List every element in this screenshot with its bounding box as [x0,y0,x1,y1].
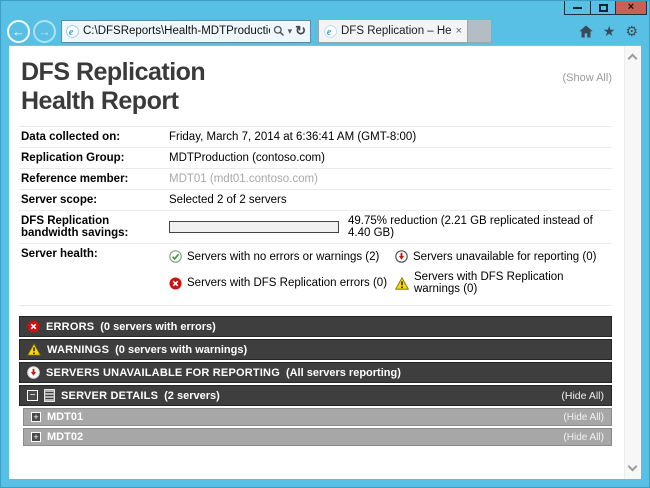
forward-button[interactable]: → [33,19,56,43]
server-name: MDT02 [47,431,84,443]
field-row-replication-group: Replication Group: MDTProduction (contos… [19,147,612,168]
health-item-warnings: Servers with DFS Replication warnings (0… [395,271,612,295]
close-icon: × [627,1,635,13]
page-content: DFS Replication Health Report (Show All)… [9,45,641,479]
field-row-bandwidth-savings: DFS Replication bandwidth savings: 49.75… [19,210,612,243]
field-label: Replication Group: [21,152,125,164]
hide-all-link[interactable]: (Hide All) [561,389,604,402]
bandwidth-summary: 49.75% reduction (2.21 GB replicated ins… [348,215,593,239]
tab-dfs-replication-report[interactable]: e DFS Replication – Health Re... × [318,19,468,43]
vertical-scrollbar[interactable] [624,46,641,479]
server-health-grid: Servers with no errors or warnings (2) S… [169,248,612,301]
settings-gear-icon[interactable]: ⚙ [625,23,638,39]
field-value: MDT01 (mdt01.contoso.com) [169,173,318,185]
health-item-text: Servers with DFS Replication errors (0) [187,277,388,289]
bandwidth-value: 49.75% reduction (2.21 GB replicated ins… [169,215,612,239]
section-title: SERVERS UNAVAILABLE FOR REPORTING [46,366,280,379]
hide-all-link[interactable]: (Hide All) [563,431,604,443]
expand-toggle-icon[interactable]: + [31,432,41,442]
show-all-link[interactable]: (Show All) [562,72,612,84]
new-tab-button[interactable] [468,19,492,43]
ie-tab-icon: e [324,24,337,38]
report-body: DFS Replication Health Report (Show All)… [9,46,624,479]
collapse-toggle-icon[interactable]: − [27,390,38,401]
field-label: Server health: [21,248,98,260]
ie-page-icon: e [66,24,79,38]
health-item-text: Servers unavailable for reporting (0) [413,250,597,263]
home-icon[interactable] [579,25,593,38]
forward-arrow-icon: → [38,23,51,39]
warning-icon [27,343,41,356]
back-arrow-icon: ← [12,23,25,39]
section-detail: (All servers reporting) [285,366,401,379]
health-item-text: Servers with no errors or warnings (2) [187,250,380,263]
server-icon [44,389,55,402]
maximize-button[interactable] [590,1,615,14]
address-bar[interactable]: e C:\DFSReports\Health-MDTProduction-07M… [61,19,311,43]
section-title: ERRORS [46,320,95,333]
field-label: Server scope: [21,194,98,206]
field-label: Data collected on: [21,131,121,143]
field-value: Selected 2 of 2 servers [169,194,287,206]
health-item-ok: Servers with no errors or warnings (2) [169,250,395,263]
unavailable-icon [395,250,408,263]
back-button[interactable]: ← [7,19,30,43]
browser-action-icons: ★ ⚙ [579,24,638,38]
scroll-down-icon[interactable] [627,461,638,472]
health-item-unavailable: Servers unavailable for reporting (0) [395,250,612,263]
tab-close-icon[interactable]: × [455,25,462,37]
section-title: WARNINGS [47,343,110,356]
field-row-server-scope: Server scope: Selected 2 of 2 servers [19,189,612,210]
svg-text:e: e [327,27,332,38]
tab-title: DFS Replication – Health Re... [341,25,452,37]
minimize-icon [573,6,582,9]
report-header: DFS Replication Health Report (Show All) [19,58,612,126]
health-item-text: Servers with DFS Replication warnings (0… [414,271,564,295]
section-title: SERVER DETAILS [61,389,159,402]
unavailable-icon [27,366,40,379]
title-bar[interactable]: × [1,1,649,17]
window-controls: × [564,1,647,15]
section-errors[interactable]: ERRORS (0 servers with errors) [19,316,612,337]
server-name: MDT01 [47,411,84,423]
field-row-reference-member: Reference member: MDT01 (mdt01.contoso.c… [19,168,612,189]
field-label: DFS Replication bandwidth savings: [21,215,129,239]
section-detail: (0 servers with warnings) [115,343,248,356]
field-row-data-collected: Data collected on: Friday, March 7, 2014… [19,126,612,147]
favorites-star-icon[interactable]: ★ [602,23,616,39]
search-icon[interactable] [273,25,285,37]
maximize-icon [598,3,608,12]
navigation-bar: ← → e C:\DFSReports\Health-MDTProduction… [1,17,649,45]
field-value: MDTProduction (contoso.com) [169,152,325,164]
report-summary-table: Data collected on: Friday, March 7, 2014… [19,126,612,306]
page-title: DFS Replication Health Report [21,58,206,115]
ok-icon [169,250,182,263]
section-warnings[interactable]: WARNINGS (0 servers with warnings) [19,339,612,360]
autocomplete-dropdown-icon[interactable]: ▾ [287,25,293,36]
svg-text:e: e [69,27,74,38]
server-row-mdt01[interactable]: + MDT01 (Hide All) [23,408,612,426]
url-input[interactable]: C:\DFSReports\Health-MDTProduction-07Ma [83,25,270,37]
refresh-icon[interactable]: ↻ [295,23,306,38]
server-row-mdt02[interactable]: + MDT02 (Hide All) [23,428,612,446]
section-detail: (2 servers) [164,389,220,402]
field-value: Friday, March 7, 2014 at 6:36:41 AM (GMT… [169,131,417,143]
report-sections: ERRORS (0 servers with errors) WARNINGS … [19,316,612,446]
close-button[interactable]: × [615,1,646,14]
field-row-server-health: Server health: Servers with no errors or… [19,243,612,305]
warning-icon [395,276,409,290]
minimize-button[interactable] [565,1,590,14]
scroll-up-icon[interactable] [627,53,638,64]
section-detail: (0 servers with errors) [100,320,216,333]
expand-toggle-icon[interactable]: + [31,412,41,422]
bandwidth-progress-bar [169,221,339,233]
hide-all-link[interactable]: (Hide All) [563,411,604,423]
error-icon [27,320,40,333]
health-item-errors: Servers with DFS Replication errors (0) [169,271,395,295]
error-icon [169,277,182,290]
section-server-details[interactable]: − SERVER DETAILS (2 servers) (Hide All) [19,385,612,406]
section-servers-unavailable[interactable]: SERVERS UNAVAILABLE FOR REPORTING (All s… [19,362,612,383]
field-label: Reference member: [21,173,129,185]
